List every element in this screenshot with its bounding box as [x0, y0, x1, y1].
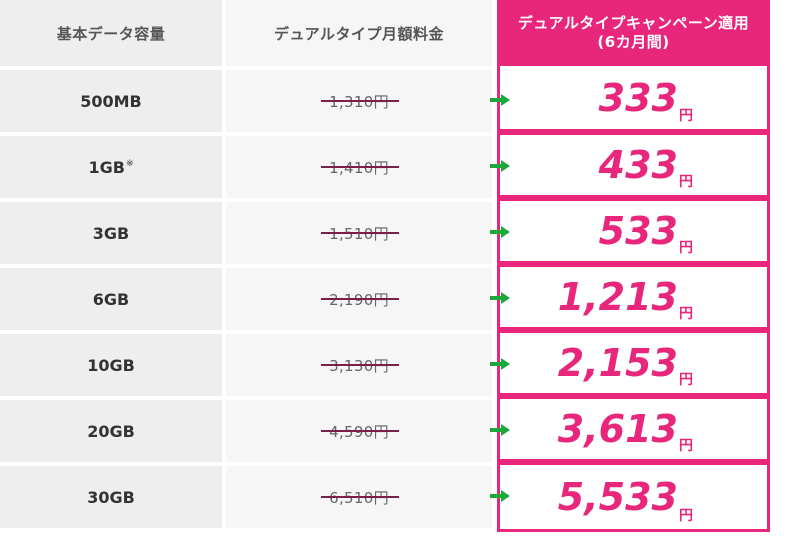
header-campaign-label: デュアルタイプキャンペーン適用: [517, 14, 750, 32]
regular-price-cell: 1,510円: [226, 202, 492, 264]
regular-price-struck: 1,410円: [321, 157, 399, 178]
campaign-price-yen: 円: [679, 508, 693, 524]
header-regular-price-label: デュアルタイプ月額料金: [273, 24, 445, 43]
campaign-price-value: 3,613: [557, 407, 678, 451]
arrow-right-icon: [490, 358, 510, 370]
campaign-price-value: 533: [598, 209, 678, 253]
campaign-price-yen: 円: [679, 174, 693, 190]
arrow-right-icon: [490, 160, 510, 172]
campaign-price-value: 433: [598, 143, 678, 187]
regular-price-struck: 1,310円: [321, 91, 399, 112]
capacity-cell: 10GB: [0, 334, 222, 396]
strikethrough-line: [321, 100, 399, 102]
strikethrough-line: [321, 364, 399, 366]
campaign-price-yen: 円: [679, 306, 693, 322]
capacity-value: 30GB: [87, 487, 135, 507]
capacity-value: 20GB: [87, 421, 135, 441]
campaign-price-cell: 333 円: [497, 66, 770, 132]
campaign-price-yen: 円: [679, 372, 693, 388]
arrow-right-icon: [490, 94, 510, 106]
campaign-price-yen: 円: [679, 240, 693, 256]
campaign-price-value: 2,153: [557, 341, 678, 385]
strikethrough-line: [321, 496, 399, 498]
capacity-cell: 1GB ※: [0, 136, 222, 198]
campaign-price-value: 5,533: [557, 475, 678, 519]
regular-price-struck: 4,590円: [321, 421, 399, 442]
campaign-price-cell: 3,613 円: [497, 396, 770, 462]
arrow-right-icon: [490, 226, 510, 238]
campaign-price-cell: 1,213 円: [497, 264, 770, 330]
strikethrough-line: [321, 232, 399, 234]
regular-price-struck: 3,130円: [321, 355, 399, 376]
header-capacity: 基本データ容量: [0, 0, 222, 66]
capacity-value: 3GB: [92, 223, 130, 243]
regular-price-cell: 1,410円: [226, 136, 492, 198]
strikethrough-line: [321, 430, 399, 432]
campaign-price-cell: 2,153 円: [497, 330, 770, 396]
campaign-price-cell: 5,533 円: [497, 462, 770, 532]
header-campaign-period: (6カ月間): [597, 33, 670, 51]
capacity-cell: 3GB: [0, 202, 222, 264]
regular-price-cell: 1,310円: [226, 70, 492, 132]
arrow-right-icon: [490, 424, 510, 436]
strikethrough-line: [321, 166, 399, 168]
capacity-value: 500MB: [80, 91, 142, 111]
regular-price-cell: 6,510円: [226, 466, 492, 528]
campaign-price-value: 1,213: [557, 275, 678, 319]
capacity-value: 10GB: [87, 355, 135, 375]
regular-price-cell: 2,190円: [226, 268, 492, 330]
capacity-cell: 30GB: [0, 466, 222, 528]
capacity-value: 6GB: [92, 289, 130, 309]
regular-price-struck: 6,510円: [321, 487, 399, 508]
header-campaign-price: デュアルタイプキャンペーン適用 (6カ月間): [497, 0, 770, 66]
regular-price-struck: 1,510円: [321, 223, 399, 244]
capacity-cell: 6GB: [0, 268, 222, 330]
capacity-cell: 500MB: [0, 70, 222, 132]
arrow-right-icon: [490, 490, 510, 502]
header-regular-price: デュアルタイプ月額料金: [226, 0, 492, 66]
capacity-footnote-mark: ※: [125, 159, 134, 170]
regular-price-cell: 4,590円: [226, 400, 492, 462]
regular-price-struck: 2,190円: [321, 289, 399, 310]
campaign-price-cell: 533 円: [497, 198, 770, 264]
arrow-right-icon: [490, 292, 510, 304]
campaign-price-yen: 円: [679, 438, 693, 454]
header-capacity-label: 基本データ容量: [56, 24, 166, 43]
strikethrough-line: [321, 298, 399, 300]
capacity-cell: 20GB: [0, 400, 222, 462]
regular-price-cell: 3,130円: [226, 334, 492, 396]
capacity-value: 1GB: [88, 157, 125, 177]
campaign-price-value: 333: [598, 75, 678, 120]
campaign-price-yen: 円: [679, 108, 693, 124]
campaign-price-cell: 433 円: [497, 132, 770, 198]
